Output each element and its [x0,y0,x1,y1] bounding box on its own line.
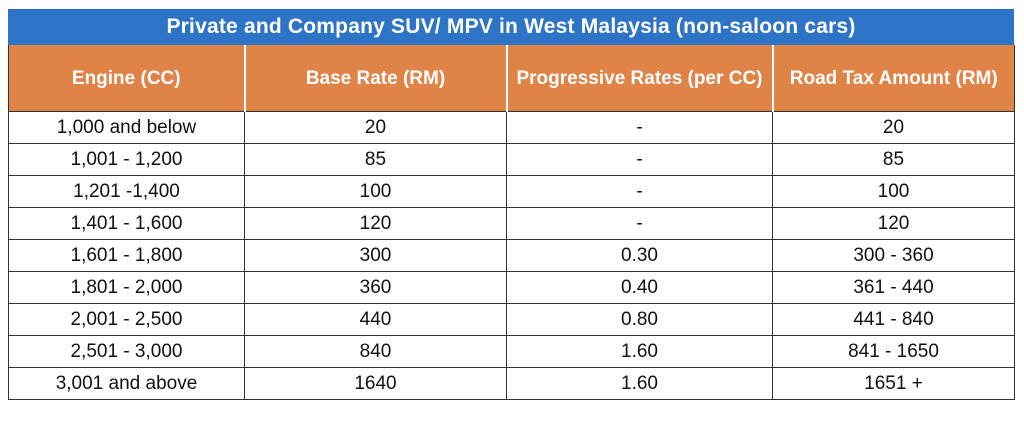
progressive-rate-cell: 0.80 [506,303,773,336]
engine-cc-cell: 1,601 - 1,800 [8,239,245,272]
base-rate-cell: 20 [244,111,507,144]
table-body: 1,000 and below 20 - 20 1,001 - 1,200 85… [8,111,1015,400]
base-rate-cell: 360 [244,271,507,304]
base-rate-cell: 1640 [244,367,507,400]
header-base-rate: Base Rate (RM) [243,45,508,112]
road-tax-cell: 300 - 360 [772,239,1015,272]
road-tax-table: Engine (CC) Base Rate (RM) Progressive R… [8,45,1015,400]
road-tax-table-container: Private and Company SUV/ MPV in West Mal… [8,9,1015,400]
base-rate-cell: 120 [244,207,507,240]
road-tax-cell: 361 - 440 [772,271,1015,304]
table-row: 1,601 - 1,800 300 0.30 300 - 360 [8,239,1015,272]
progressive-rate-cell: - [506,143,773,176]
base-rate-cell: 440 [244,303,507,336]
table-row: 2,501 - 3,000 840 1.60 841 - 1650 [8,335,1015,368]
table-header: Engine (CC) Base Rate (RM) Progressive R… [8,45,1015,112]
engine-cc-cell: 3,001 and above [8,367,245,400]
road-tax-cell: 20 [772,111,1015,144]
progressive-rate-cell: 0.30 [506,239,773,272]
progressive-rate-cell: - [506,111,773,144]
progressive-rate-cell: 1.60 [506,335,773,368]
road-tax-cell: 441 - 840 [772,303,1015,336]
road-tax-cell: 120 [772,207,1015,240]
road-tax-cell: 100 [772,175,1015,208]
table-row: 3,001 and above 1640 1.60 1651 + [8,367,1015,400]
base-rate-cell: 85 [244,143,507,176]
road-tax-cell: 1651 + [772,367,1015,400]
header-progressive-rates: Progressive Rates (per CC) [505,45,774,112]
engine-cc-cell: 1,201 -1,400 [8,175,245,208]
base-rate-cell: 100 [244,175,507,208]
header-row: Engine (CC) Base Rate (RM) Progressive R… [8,45,1015,112]
road-tax-cell: 841 - 1650 [772,335,1015,368]
progressive-rate-cell: 0.40 [506,271,773,304]
table-row: 1,000 and below 20 - 20 [8,111,1015,144]
header-engine-cc: Engine (CC) [8,45,246,112]
header-road-tax-amount: Road Tax Amount (RM) [771,45,1015,112]
engine-cc-cell: 1,401 - 1,600 [8,207,245,240]
engine-cc-cell: 2,501 - 3,000 [8,335,245,368]
engine-cc-cell: 1,000 and below [8,111,245,144]
base-rate-cell: 840 [244,335,507,368]
road-tax-cell: 85 [772,143,1015,176]
base-rate-cell: 300 [244,239,507,272]
table-row: 1,801 - 2,000 360 0.40 361 - 440 [8,271,1015,304]
engine-cc-cell: 2,001 - 2,500 [8,303,245,336]
table-row: 1,001 - 1,200 85 - 85 [8,143,1015,176]
table-row: 1,201 -1,400 100 - 100 [8,175,1015,208]
table-row: 2,001 - 2,500 440 0.80 441 - 840 [8,303,1015,336]
progressive-rate-cell: 1.60 [506,367,773,400]
table-title: Private and Company SUV/ MPV in West Mal… [8,9,1014,45]
table-row: 1,401 - 1,600 120 - 120 [8,207,1015,240]
progressive-rate-cell: - [506,175,773,208]
progressive-rate-cell: - [506,207,773,240]
engine-cc-cell: 1,001 - 1,200 [8,143,245,176]
engine-cc-cell: 1,801 - 2,000 [8,271,245,304]
